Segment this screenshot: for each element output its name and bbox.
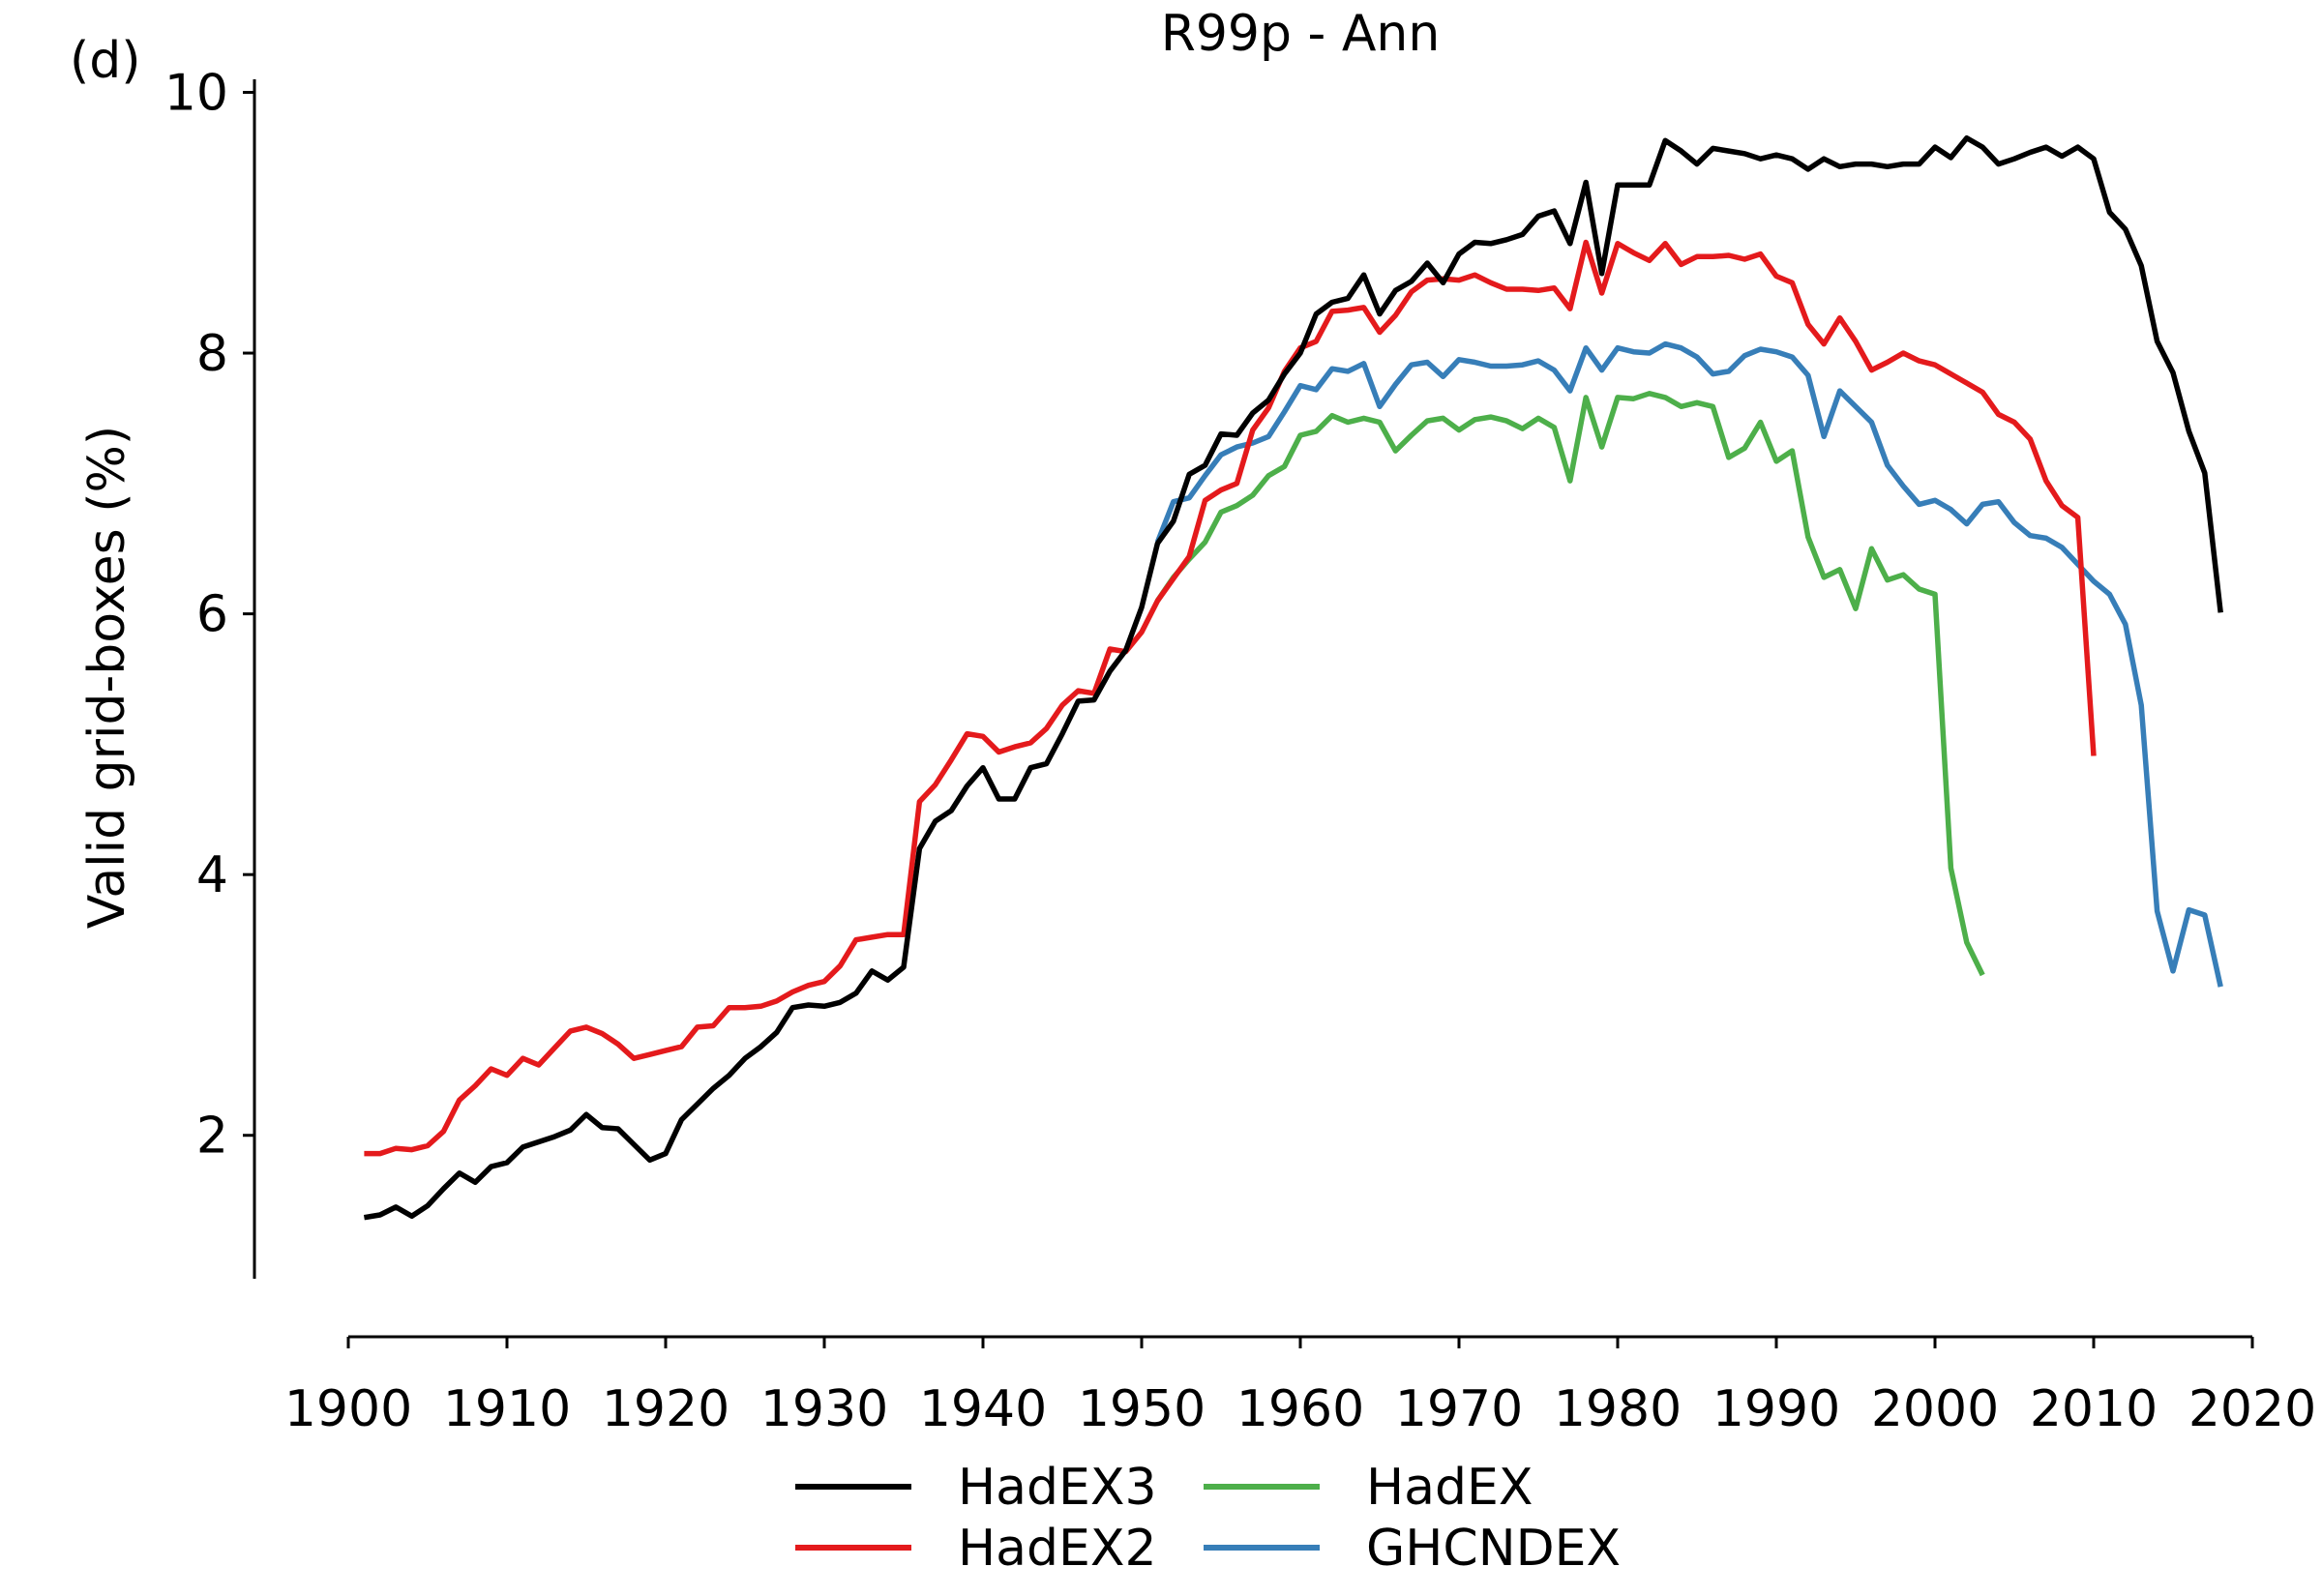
- x-tick-label: 1950: [1078, 1380, 1206, 1438]
- x-tick-label: 1920: [602, 1380, 729, 1438]
- x-tick-label: 2000: [1871, 1380, 1999, 1438]
- y-ticks: 2 4 6 8 10: [164, 64, 254, 1166]
- x-tick-label: 1940: [919, 1380, 1047, 1438]
- y-tick-label: 2: [196, 1108, 228, 1166]
- y-tick-label: 4: [196, 846, 228, 904]
- x-tick-label: 2020: [2188, 1380, 2316, 1438]
- x-tick-label: 1990: [1712, 1380, 1840, 1438]
- legend-label-ghcndex: GHCNDEX: [1366, 1520, 1621, 1578]
- series-line-hadex2: [364, 239, 2097, 1157]
- x-tick-label: 1960: [1236, 1380, 1364, 1438]
- y-tick-label: 6: [196, 586, 228, 644]
- y-tick-label: 8: [196, 325, 228, 383]
- legend-label-hadex2: HadEX2: [958, 1520, 1157, 1578]
- x-ticks: 1900 1910 1920 1930 1940 1950 1960 1970 1980 1990…: [284, 1337, 2316, 1438]
- series-line-hadex: [1155, 391, 1985, 977]
- series-group: [363, 134, 2223, 1221]
- x-tick-label: 1930: [760, 1380, 888, 1438]
- x-tick-label: 1900: [284, 1380, 412, 1438]
- y-tick-label: 10: [164, 64, 228, 122]
- x-tick-label: 1970: [1395, 1380, 1523, 1438]
- chart-title: R99p - Ann: [1161, 5, 1441, 63]
- y-axis-label: Valid grid-boxes (%): [78, 426, 136, 929]
- panel-label: (d): [70, 32, 141, 90]
- x-tick-label: 2010: [2030, 1380, 2158, 1438]
- x-tick-label: 1980: [1554, 1380, 1682, 1438]
- series-line-ghcndex: [1154, 340, 2223, 988]
- series-line-hadex3: [363, 134, 2223, 1221]
- legend-label-hadex: HadEX: [1366, 1459, 1533, 1517]
- x-tick-label: 1910: [443, 1380, 571, 1438]
- legend-label-hadex3: HadEX3: [958, 1459, 1157, 1517]
